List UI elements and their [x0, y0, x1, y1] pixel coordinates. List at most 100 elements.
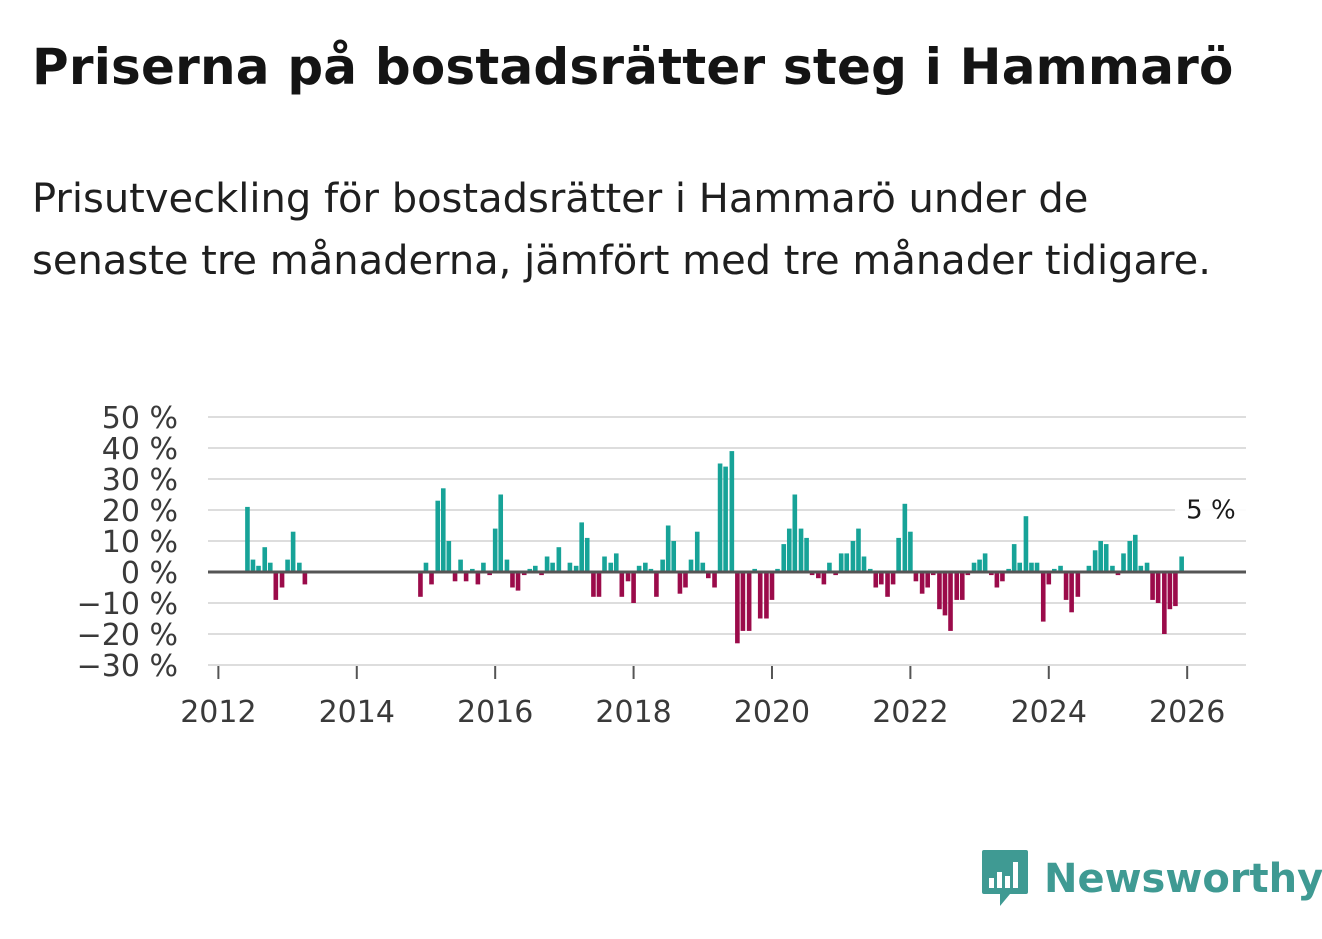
y-tick-label: −30 % [77, 649, 178, 684]
y-tick-label: 0 % [121, 556, 178, 591]
bar [706, 572, 711, 579]
bar [290, 531, 296, 572]
bar [613, 553, 619, 572]
bar [902, 503, 908, 572]
bar [487, 572, 492, 576]
bar [504, 559, 510, 572]
bar [556, 547, 562, 572]
chart-subtitle: Prisutveckling för bostadsrätter i Hamma… [32, 176, 1211, 284]
bar [1017, 562, 1023, 572]
annotations: 5 % [1174, 492, 1247, 529]
bar [440, 488, 446, 572]
bar [937, 572, 942, 610]
bar [746, 572, 752, 631]
bar [1000, 572, 1005, 582]
bar [591, 572, 596, 597]
y-tick-label: 20 % [102, 494, 178, 529]
bar [712, 572, 717, 588]
bar [856, 528, 861, 572]
bar [1155, 572, 1161, 603]
bar [804, 537, 809, 572]
bar [827, 562, 832, 572]
x-tick-label: 2020 [734, 695, 810, 730]
bar [660, 559, 665, 572]
bar [994, 572, 1000, 588]
bar [954, 572, 960, 600]
bar [302, 572, 308, 585]
bar [1052, 568, 1057, 572]
bar [579, 522, 584, 572]
axes: 50 %40 %30 %20 %10 %0 %−10 %−20 %−30 %20… [77, 401, 1246, 730]
bar [619, 572, 625, 597]
bar [740, 572, 746, 631]
bar [492, 528, 498, 572]
bar [423, 562, 429, 572]
bar [510, 572, 515, 588]
bar [297, 562, 302, 572]
bar [723, 466, 728, 572]
bar [446, 541, 452, 572]
bar [1029, 562, 1034, 572]
bar [677, 572, 683, 594]
x-tick-label: 2024 [1011, 695, 1087, 730]
bar [775, 568, 780, 572]
bar [764, 572, 769, 619]
bar [262, 547, 268, 572]
bar [1040, 572, 1046, 622]
bar [1069, 572, 1074, 613]
x-tick-label: 2026 [1149, 695, 1225, 730]
bar [608, 562, 614, 572]
bar [648, 568, 654, 572]
bar [273, 572, 279, 600]
y-tick-label: 30 % [102, 463, 178, 498]
x-tick-label: 2012 [180, 695, 256, 730]
bar [821, 572, 827, 585]
bar [1110, 565, 1115, 572]
bar [838, 553, 844, 572]
bar [1150, 572, 1155, 600]
bar [861, 556, 867, 572]
bar [250, 559, 256, 572]
bar [913, 572, 919, 582]
bar [879, 572, 884, 585]
bar [729, 451, 735, 572]
bar [735, 572, 740, 644]
bar [792, 494, 798, 572]
bar [873, 572, 879, 588]
bar [573, 565, 579, 572]
bar [1058, 565, 1063, 572]
bar [989, 572, 994, 576]
bar [470, 568, 475, 572]
bar [567, 562, 573, 572]
bar [781, 544, 787, 572]
bar [463, 572, 469, 582]
bar [654, 572, 659, 597]
bar [925, 572, 930, 588]
x-tick-label: 2018 [595, 695, 671, 730]
bar [527, 568, 533, 572]
bar [475, 572, 481, 585]
bar [1173, 572, 1178, 607]
bar [786, 528, 792, 572]
bar [267, 562, 273, 572]
bar [418, 572, 423, 597]
bar [481, 562, 486, 572]
bar [850, 541, 856, 572]
bar [919, 572, 925, 594]
bar [890, 572, 896, 585]
bar [458, 559, 463, 572]
bar [285, 559, 290, 572]
annotation-box [1174, 492, 1247, 529]
bar [631, 572, 636, 603]
brand-name: Newsworthy [1044, 856, 1322, 902]
bar [1179, 556, 1184, 572]
bar [1063, 572, 1069, 600]
bar [844, 553, 850, 572]
bar [1046, 572, 1052, 585]
bar [1167, 572, 1173, 610]
bar [625, 572, 631, 582]
bar [833, 572, 838, 576]
bar [435, 500, 441, 572]
bar [515, 572, 521, 591]
bar [752, 568, 757, 572]
